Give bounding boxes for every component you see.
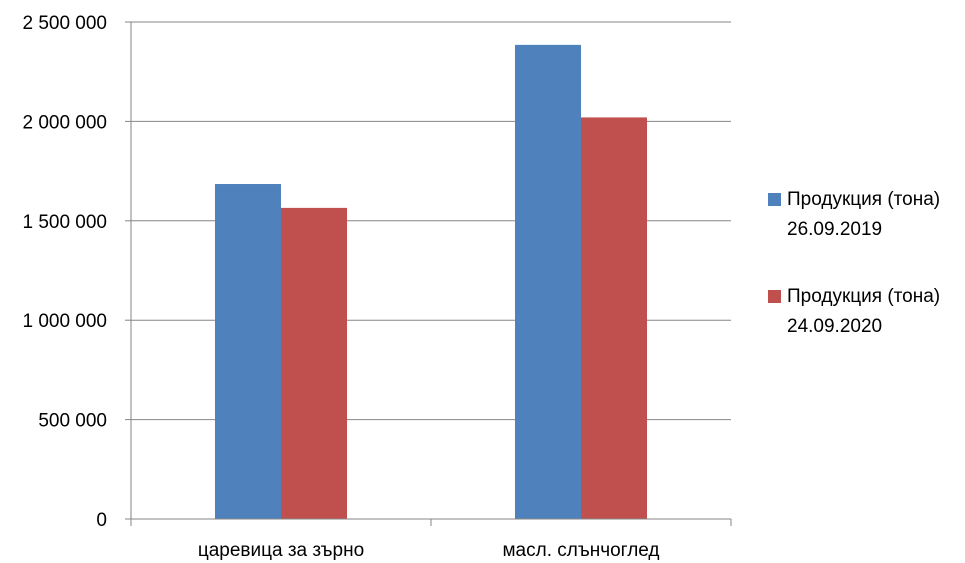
axes: 0 500 000 1 000 000 1 500 000 2 000 000 2 500… (22, 13, 732, 561)
y-tick-label: 2 000 000 (22, 112, 107, 133)
y-tick-label: 1 000 000 (22, 311, 107, 332)
legend-label: Продукция (тона) (787, 286, 940, 307)
y-tick-label: 2 500 000 (22, 13, 107, 34)
bar (281, 207, 347, 520)
x-tick-label: масл. слънчоглед (502, 540, 659, 561)
bar (215, 184, 281, 519)
bar (581, 117, 647, 519)
y-tick-label: 500 000 (38, 411, 107, 432)
bar (515, 44, 581, 519)
bars (215, 44, 647, 520)
x-tick-label: царевица за зърно (198, 540, 364, 561)
legend-swatch (768, 193, 781, 206)
legend-label: 24.09.2020 (787, 316, 882, 337)
legend-label: Продукция (тона) (787, 189, 940, 210)
y-tick-label: 0 (96, 510, 107, 531)
legend-label: 26.09.2019 (787, 219, 882, 240)
y-tick-label: 1 500 000 (22, 212, 107, 233)
legend-swatch (768, 290, 781, 303)
legend: Продукция (тона) 26.09.2019 Продукция (тон… (768, 189, 940, 337)
